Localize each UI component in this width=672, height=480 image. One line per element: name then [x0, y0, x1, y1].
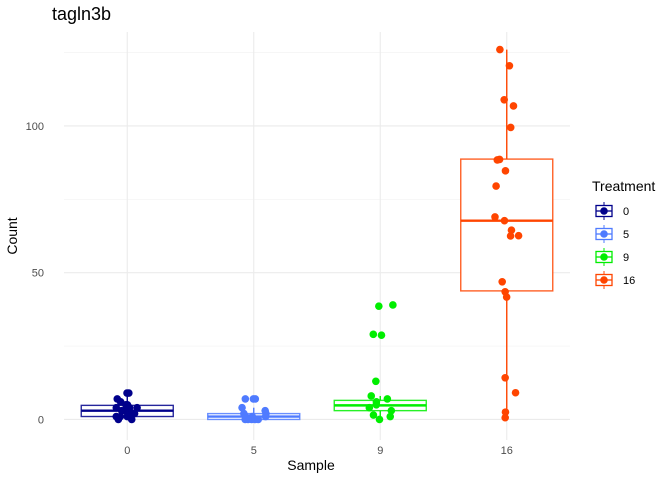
y-tick-label: 0 [38, 414, 44, 426]
x-tick-label: 0 [124, 445, 130, 457]
data-point [375, 415, 384, 424]
legend-title: Treatment [592, 178, 655, 194]
legend-label: 16 [623, 275, 635, 287]
data-point [133, 403, 141, 412]
box-16 [460, 158, 554, 292]
legend-key-point [600, 253, 608, 261]
x-tick-label: 9 [377, 445, 383, 457]
data-point [505, 61, 514, 70]
data-point [254, 415, 263, 424]
data-point [389, 301, 397, 309]
data-point [372, 377, 380, 386]
data-point [367, 392, 376, 400]
data-point [507, 226, 516, 234]
data-point [241, 395, 250, 403]
data-point [375, 302, 383, 310]
data-point [500, 216, 509, 225]
data-point [495, 155, 504, 164]
data-point [509, 102, 518, 110]
data-point [386, 412, 395, 421]
points [112, 45, 523, 424]
data-point [387, 406, 396, 415]
chart-title: tagln3b [52, 4, 111, 24]
data-point [241, 415, 249, 424]
legend-label: 0 [623, 206, 629, 218]
data-point [125, 389, 133, 397]
x-tick-label: 16 [501, 445, 513, 457]
data-point [383, 395, 392, 403]
data-point [501, 167, 510, 175]
data-point [498, 277, 506, 286]
data-point [369, 411, 378, 419]
boxes [80, 49, 554, 421]
data-point [369, 330, 378, 339]
y-tick-labels: 0 50 100 [26, 121, 44, 427]
legend-key-point [600, 207, 608, 215]
data-point [249, 395, 258, 403]
data-point [500, 96, 508, 104]
data-point [514, 231, 523, 240]
data-point [506, 232, 515, 240]
legend-label: 5 [623, 229, 629, 241]
data-point [377, 331, 386, 340]
x-tick-labels: 0 5 9 16 [124, 445, 513, 457]
data-point [506, 123, 515, 132]
legend: Treatment 0 5 9 16 [592, 178, 655, 289]
data-point [238, 403, 246, 412]
data-point [501, 373, 509, 382]
legend-label: 9 [623, 252, 629, 264]
data-point [365, 403, 374, 412]
y-tick-label: 100 [26, 121, 44, 133]
data-point [501, 408, 510, 416]
x-tick-label: 5 [251, 445, 257, 457]
legend-key-point [600, 230, 608, 238]
data-point [114, 415, 123, 424]
y-axis-label: Count [4, 217, 20, 254]
data-point [491, 213, 499, 221]
data-point [496, 45, 504, 54]
data-point [261, 412, 270, 421]
data-point [511, 388, 520, 397]
data-point [502, 293, 511, 301]
legend-key-point [600, 276, 608, 284]
data-point [492, 182, 500, 190]
data-point [127, 415, 136, 424]
y-tick-label: 50 [32, 268, 44, 280]
data-point [372, 400, 381, 409]
x-axis-label: Sample [287, 457, 335, 473]
data-point [501, 413, 509, 422]
data-point [117, 406, 126, 415]
